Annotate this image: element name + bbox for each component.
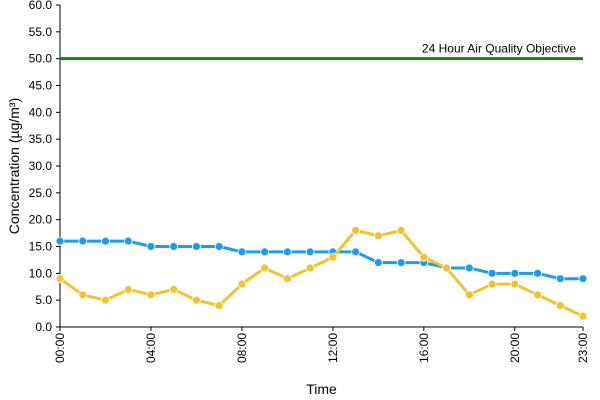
series-1-point [305, 247, 315, 257]
series-2-point [419, 252, 429, 262]
series-1-point [487, 268, 497, 278]
series-1-point [533, 268, 542, 278]
series-1-point [260, 247, 270, 257]
y-tick-label: 30.0 [29, 159, 53, 173]
series-2-point [192, 295, 201, 305]
x-tick-label: 23:00 [576, 333, 590, 363]
series-1-point [146, 242, 156, 251]
x-ticks: 00:00 04:00 08:00 12:00 16:00 20:00 23:00 [53, 327, 590, 363]
series-2 [55, 225, 588, 321]
y-tick-label: 10.0 [29, 266, 53, 280]
y-tick-label: 45.0 [29, 79, 53, 93]
series-2-point [101, 295, 110, 305]
series-1-point [101, 236, 110, 246]
series-2-point [351, 225, 361, 235]
y-axis-title: Concentration (µg/m³) [6, 98, 22, 234]
series-1-point [123, 236, 133, 246]
series-group [55, 225, 588, 321]
y-tick-label: 25.0 [29, 186, 53, 200]
series-1-point [214, 242, 224, 251]
series-2-point [260, 263, 270, 273]
series-2-point [555, 301, 565, 310]
y-axis: 0.0 5.0 10.0 15.0 20.0 25.0 30.0 35.0 40.0 45.0 50… [29, 0, 61, 334]
x-axis-title: Time [306, 381, 337, 397]
series-2-point [78, 290, 88, 300]
y-tick-label: 55.0 [29, 25, 53, 39]
series-1-point [169, 242, 179, 251]
series-2-point [578, 311, 588, 321]
series-2-point [55, 274, 65, 284]
y-tick-label: 20.0 [29, 213, 53, 227]
y-tick-label: 35.0 [29, 132, 53, 146]
series-2-point [214, 301, 224, 310]
series-1-point [578, 274, 588, 284]
series-1-point [237, 247, 247, 257]
series-1-point [192, 242, 201, 251]
x-tick-label: 20:00 [508, 333, 522, 363]
y-tick-label: 15.0 [29, 240, 53, 254]
series-1-line [60, 239, 583, 281]
series-2-point [237, 279, 247, 289]
series-1-point [373, 258, 383, 268]
series-2-point [169, 285, 179, 294]
series-2-point [305, 263, 315, 273]
series-2-point [328, 252, 338, 262]
series-2-point [282, 274, 292, 284]
series-1-point [55, 236, 65, 246]
series-2-point [533, 290, 542, 300]
series-2-point [487, 279, 497, 289]
x-tick-label: 00:00 [53, 333, 67, 363]
series-1-point [351, 247, 361, 257]
series-2-point [464, 290, 474, 300]
x-tick-label: 04:00 [144, 333, 158, 363]
series-1 [55, 236, 588, 284]
series-1-point [555, 274, 565, 284]
x-tick-label: 12:00 [326, 333, 340, 363]
y-ticks: 0.0 5.0 10.0 15.0 20.0 25.0 30.0 35.0 40.0 45.0 50… [29, 0, 60, 334]
x-tick-label: 08:00 [235, 333, 249, 363]
y-tick-label: 40.0 [29, 105, 53, 119]
y-tick-label: 5.0 [35, 293, 52, 307]
x-tick-label: 16:00 [417, 333, 431, 363]
series-1-point [396, 258, 406, 268]
y-tick-label: 60.0 [29, 0, 53, 12]
series-2-point [373, 231, 383, 241]
series-1-point [282, 247, 292, 257]
series-1-point [78, 236, 88, 246]
y-tick-label: 0.0 [35, 320, 52, 334]
x-axis: 00:00 04:00 08:00 12:00 16:00 20:00 23:00 [53, 326, 590, 363]
y-tick-label: 50.0 [29, 52, 53, 66]
series-1-point [510, 268, 520, 278]
series-2-point [442, 263, 451, 273]
series-2-point [146, 290, 156, 300]
series-2-point [396, 225, 406, 235]
reference-line-group: 24 Hour Air Quality Objective [60, 42, 583, 61]
series-1-point [464, 263, 474, 273]
series-2-point [510, 279, 520, 289]
air-quality-objective-label: 24 Hour Air Quality Objective [422, 42, 576, 56]
series-2-point [123, 285, 133, 294]
